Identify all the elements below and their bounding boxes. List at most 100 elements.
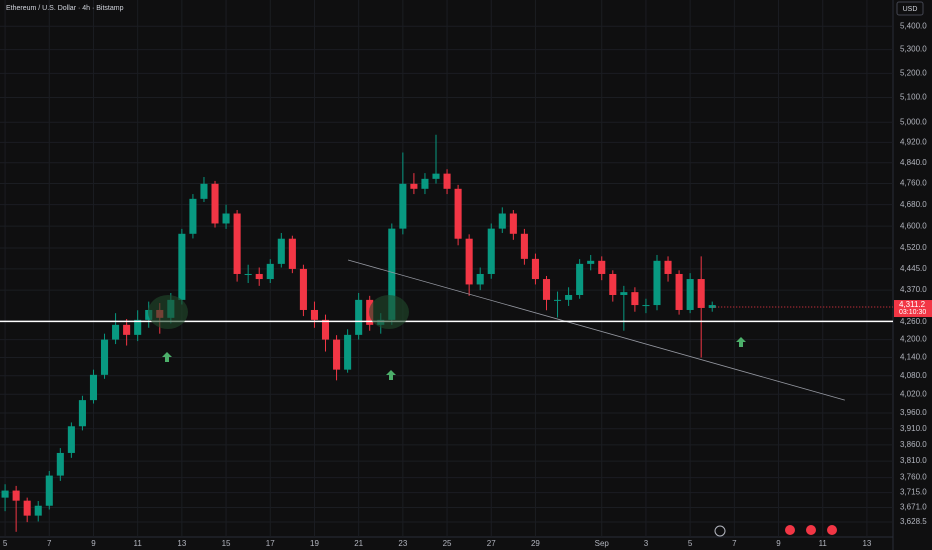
- candle-body: [498, 213, 506, 229]
- candle-body: [653, 260, 661, 306]
- last-price-box: [894, 300, 932, 318]
- icon[interactable]: [785, 525, 795, 535]
- x-tick-label: 11: [134, 539, 143, 548]
- candle-body: [675, 273, 683, 310]
- y-tick-label: 3,960.0: [900, 408, 927, 417]
- candle-body: [598, 260, 606, 274]
- candle-body: [233, 213, 241, 274]
- countdown: 03:10:30: [899, 309, 926, 316]
- y-tick-label: 5,300.0: [900, 45, 927, 54]
- x-tick-label: 5: [3, 539, 8, 548]
- candle-body: [321, 319, 330, 340]
- candle-body: [620, 292, 628, 295]
- candle-body: [45, 475, 53, 506]
- candle-body: [288, 238, 296, 269]
- candle-body: [344, 334, 352, 370]
- y-tick-label: 4,520.0: [900, 243, 927, 252]
- x-tick-label: 17: [266, 539, 275, 548]
- candle-body: [454, 188, 462, 239]
- x-tick-label: 15: [222, 539, 231, 548]
- candle-body: [255, 273, 263, 280]
- candle-body: [23, 500, 31, 516]
- y-tick-label: 4,445.0: [900, 264, 927, 273]
- y-tick-label: 4,200.0: [900, 335, 927, 344]
- candle-body: [134, 319, 142, 335]
- currency-button[interactable]: [896, 1, 924, 16]
- y-tick-label: 3,628.5: [900, 517, 927, 526]
- y-tick-label: 4,370.0: [900, 285, 927, 294]
- x-tick-label: 19: [310, 539, 319, 548]
- icon[interactable]: [806, 525, 816, 535]
- candle-body: [222, 213, 230, 224]
- y-tick-label: 4,680.0: [900, 200, 927, 209]
- y-tick-label: 4,020.0: [900, 389, 927, 398]
- trend-line: [347, 259, 845, 401]
- y-tick-label: 4,840.0: [900, 158, 927, 167]
- candle-body: [244, 273, 252, 275]
- candle-body: [609, 273, 617, 295]
- x-tick-label: 21: [354, 539, 363, 548]
- x-tick-label: 3: [644, 539, 649, 548]
- x-tick-label: 11: [819, 539, 828, 548]
- candle-body: [333, 339, 341, 370]
- y-tick-label: 3,910.0: [900, 424, 927, 433]
- candle-body: [531, 258, 539, 280]
- candle-body: [520, 233, 528, 259]
- y-tick-label: 4,260.0: [900, 317, 927, 326]
- candle-body: [664, 260, 672, 274]
- icon[interactable]: [827, 525, 837, 535]
- x-tick-label: 9: [91, 539, 96, 548]
- candle-body: [56, 452, 64, 476]
- candle-body: [388, 228, 396, 320]
- chart-title: Ethereum / U.S. Dollar · 4h · Bitstamp: [6, 5, 124, 12]
- x-tick-label: 29: [531, 539, 540, 548]
- candle-body: [432, 173, 440, 179]
- candle-body: [465, 238, 473, 285]
- candle-body: [576, 263, 584, 295]
- candle-body: [509, 213, 517, 234]
- y-tick-label: 3,810.0: [900, 456, 927, 465]
- candle-body: [476, 273, 484, 285]
- x-tick-label: 5: [688, 539, 693, 548]
- y-tick-label: 4,600.0: [900, 221, 927, 230]
- x-tick-label: 25: [443, 539, 452, 548]
- candle-body: [686, 279, 694, 310]
- y-tick-label: 3,671.0: [900, 503, 927, 512]
- candle-body: [200, 183, 208, 199]
- candle-body: [355, 299, 363, 335]
- y-tick-label: 3,860.0: [900, 440, 927, 449]
- candle-body: [123, 324, 131, 335]
- candle-body: [587, 260, 595, 264]
- y-tick-label: 5,400.0: [900, 21, 927, 30]
- x-tick-label: 13: [177, 539, 186, 548]
- y-tick-label: 3,760.0: [900, 473, 927, 482]
- candle-body: [78, 400, 86, 427]
- highlight: [369, 295, 409, 329]
- candle-body: [697, 279, 705, 308]
- y-tick-label: 5,000.0: [900, 117, 927, 126]
- y-tick-label: 4,920.0: [900, 137, 927, 146]
- candle-body: [211, 183, 219, 224]
- x-tick-label: 13: [862, 539, 871, 548]
- candle-body: [89, 374, 98, 401]
- x-tick-label: 7: [47, 539, 52, 548]
- candle-body: [708, 305, 716, 308]
- candle-body: [112, 324, 120, 340]
- candle-body: [34, 505, 42, 516]
- arrow-up: [162, 352, 172, 362]
- icon[interactable]: [714, 525, 726, 537]
- marks: [0, 134, 893, 532]
- x-tick-label: Sep: [595, 539, 610, 548]
- candle-body: [554, 299, 562, 301]
- candle-body: [565, 294, 573, 300]
- last-price-label: 4,311.2: [899, 300, 926, 309]
- candle-body: [67, 426, 75, 453]
- x-tick-label: 9: [776, 539, 781, 548]
- currency[interactable]: USD: [903, 6, 918, 13]
- candle-body: [421, 178, 429, 189]
- candle-body: [299, 268, 307, 310]
- arrow-up: [736, 337, 746, 347]
- candle-body: [542, 279, 551, 300]
- candle-body: [100, 339, 109, 375]
